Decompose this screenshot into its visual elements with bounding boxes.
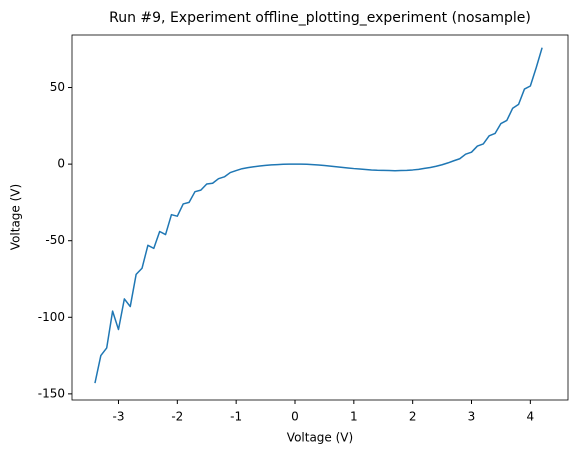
x-tick-label: -3 xyxy=(112,410,124,424)
y-tick-label: 0 xyxy=(57,157,65,171)
y-tick-label: -150 xyxy=(38,386,65,400)
x-tick-label: 4 xyxy=(527,410,535,424)
x-tick-label: -2 xyxy=(171,410,183,424)
y-tick-label: 50 xyxy=(50,80,65,94)
y-axis-label: Voltage (V) xyxy=(9,184,23,250)
y-tick-label: -100 xyxy=(38,310,65,324)
y-tick-label: -50 xyxy=(45,233,65,247)
x-tick-label: -1 xyxy=(230,410,242,424)
x-axis-label: Voltage (V) xyxy=(287,431,353,445)
x-tick-label: 1 xyxy=(350,410,358,424)
x-tick-label: 2 xyxy=(409,410,417,424)
plot-frame xyxy=(71,34,569,401)
x-tick-label: 3 xyxy=(468,410,476,424)
x-tick-label: 0 xyxy=(291,410,299,424)
chart-title: Run #9, Experiment offline_plotting_expe… xyxy=(109,10,531,26)
data-line xyxy=(94,47,543,384)
